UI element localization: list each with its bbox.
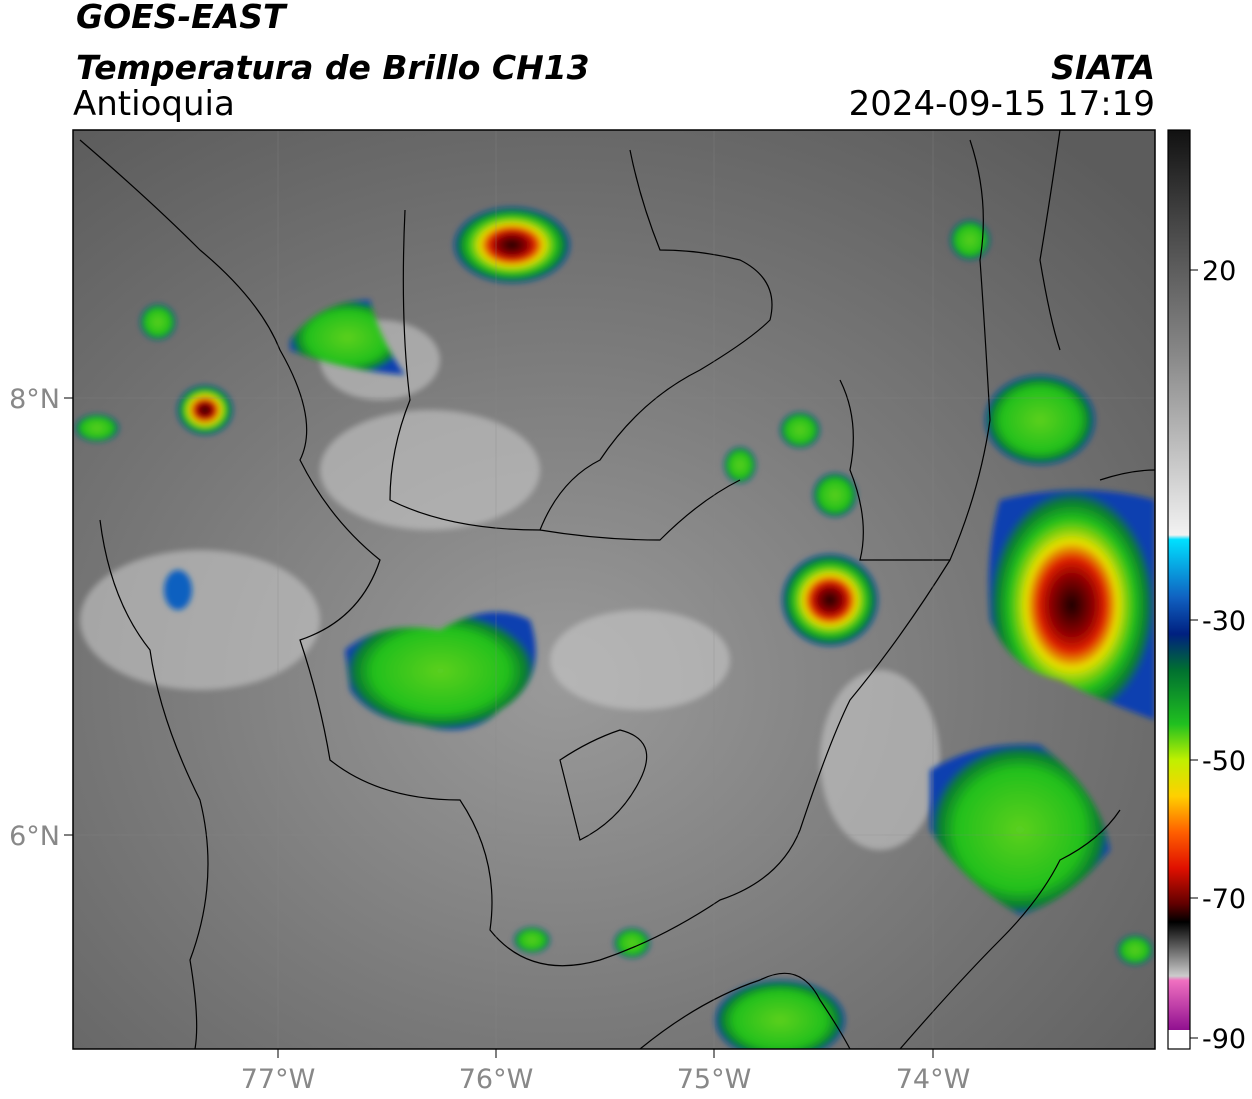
satellite-title: GOES-EAST: [76, 0, 288, 36]
lon-label: 77°W: [241, 1064, 316, 1095]
lat-label: 8°N: [9, 384, 60, 415]
colorbar-label: -70: [1202, 884, 1246, 915]
product-title: Temperatura de Brillo CH13: [76, 48, 590, 87]
colorbar-label: -90: [1202, 1024, 1246, 1055]
colorbar-low-end: [1168, 1030, 1190, 1049]
lat-label: 6°N: [9, 821, 60, 852]
colorbar-label: -30: [1202, 606, 1246, 637]
region: Antioquia: [73, 84, 235, 124]
lon-label: 75°W: [677, 1064, 752, 1095]
satellite-image: [73, 130, 1155, 1049]
colorbar-frame: [1167, 129, 1191, 1050]
map-frame: [72, 129, 1156, 1050]
source: SIATA: [1051, 48, 1155, 87]
colorbar: [1168, 130, 1190, 1030]
colorbar-label: -50: [1202, 746, 1246, 777]
lon-label: 76°W: [459, 1064, 534, 1095]
datetime: 2024-09-15 17:19: [849, 84, 1155, 124]
colorbar-label: 20: [1202, 256, 1236, 287]
lon-label: 74°W: [896, 1064, 971, 1095]
